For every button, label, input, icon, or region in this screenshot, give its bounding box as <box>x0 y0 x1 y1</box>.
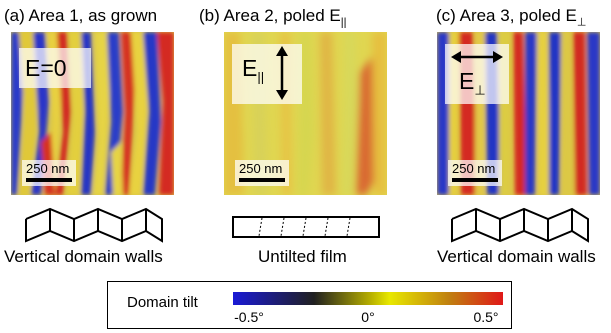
colorbar-tick-max: 0.5° <box>473 309 499 325</box>
vertical-double-arrow-icon <box>276 46 288 100</box>
panel-a-image: E=0 250 nm <box>11 32 174 195</box>
zigzag-domain-schematic-c <box>451 207 589 243</box>
colorbar-tick-min: -0.5° <box>234 309 264 325</box>
horizontal-double-arrow-icon <box>451 51 503 63</box>
panel-b-image: E|| 250 nm <box>224 32 387 195</box>
zigzag-domain-schematic-a <box>25 207 163 243</box>
field-label-e-perpendicular: E⊥ <box>459 70 486 97</box>
field-label-background <box>19 48 91 88</box>
panel-c-title-subscript: ⊥ <box>576 16 587 29</box>
field-label-e-parallel: E|| <box>242 57 264 84</box>
panel-b-title-subscript: || <box>340 16 347 29</box>
scale-bar-c: 250 nm <box>448 160 502 186</box>
scale-bar-label: 250 nm <box>452 161 496 176</box>
panel-b-title-text: (b) Area 2, poled E <box>199 6 341 25</box>
colorbar-tick-zero: 0° <box>361 309 375 325</box>
scale-bar-line <box>239 178 285 182</box>
scale-bar-label: 250 nm <box>239 161 283 176</box>
panel-c-title-text: (c) Area 3, poled E <box>436 6 577 25</box>
caption-b: Untilted film <box>258 247 347 266</box>
colorbar-legend: Domain tilt -0.5° 0° 0.5° <box>107 281 512 329</box>
scale-bar-line <box>26 178 72 182</box>
panel-a-title: (a) Area 1, as grown <box>4 6 158 25</box>
field-label-e-text: E <box>459 68 475 94</box>
scale-bar-b: 250 nm <box>235 160 289 186</box>
colorbar <box>233 292 503 305</box>
scale-bar-a: 250 nm <box>22 160 76 186</box>
field-label-background <box>232 44 302 104</box>
field-label-e-text: E <box>242 55 258 81</box>
legend-title: Domain tilt <box>127 294 198 311</box>
field-label-e-subscript: ⊥ <box>474 82 486 98</box>
scale-bar-label: 250 nm <box>26 161 70 176</box>
field-label-e-zero: E=0 <box>25 55 67 81</box>
field-label-background <box>445 44 509 104</box>
field-label-e-subscript: || <box>257 69 265 85</box>
panel-c-title: (c) Area 3, poled E⊥ <box>436 6 586 28</box>
caption-a: Vertical domain walls <box>4 247 163 266</box>
panel-c-image: E⊥ 250 nm <box>437 32 600 195</box>
panel-b-title: (b) Area 2, poled E|| <box>199 6 346 28</box>
caption-c: Vertical domain walls <box>437 247 596 266</box>
scale-bar-line <box>452 178 498 182</box>
untilted-film-schematic <box>232 216 380 238</box>
